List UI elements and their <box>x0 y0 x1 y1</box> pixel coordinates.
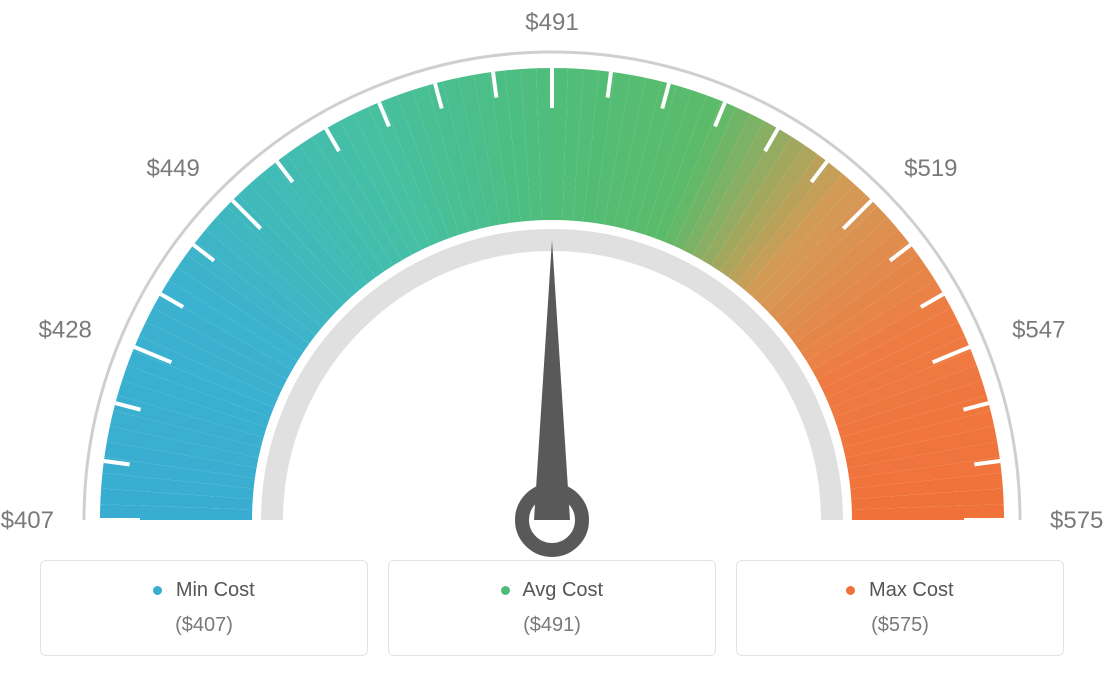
svg-text:$407: $407 <box>1 507 54 534</box>
legend-item-min: Min Cost ($407) <box>40 560 368 656</box>
legend-label: Avg Cost <box>399 579 705 602</box>
legend-label: Max Cost <box>747 579 1053 602</box>
svg-text:$575: $575 <box>1050 507 1103 534</box>
svg-text:$428: $428 <box>39 316 92 343</box>
legend-label-text: Max Cost <box>869 579 953 601</box>
dot-icon <box>846 586 855 595</box>
legend-value: ($491) <box>399 614 705 637</box>
svg-text:$491: $491 <box>525 9 578 36</box>
svg-text:$519: $519 <box>904 155 957 182</box>
legend: Min Cost ($407) Avg Cost ($491) Max Cost… <box>0 560 1104 656</box>
legend-item-avg: Avg Cost ($491) <box>388 560 716 656</box>
legend-value: ($575) <box>747 614 1053 637</box>
cost-gauge-chart: $407 $428 $449 $491 $519 $547 $575 <box>0 0 1104 560</box>
dot-icon <box>501 586 510 595</box>
svg-text:$449: $449 <box>146 155 199 182</box>
legend-item-max: Max Cost ($575) <box>736 560 1064 656</box>
svg-text:$547: $547 <box>1012 316 1065 343</box>
gauge-needle <box>522 240 582 550</box>
legend-label: Min Cost <box>51 579 357 602</box>
dot-icon <box>153 586 162 595</box>
legend-label-text: Avg Cost <box>522 579 603 601</box>
legend-value: ($407) <box>51 614 357 637</box>
legend-label-text: Min Cost <box>176 579 255 601</box>
